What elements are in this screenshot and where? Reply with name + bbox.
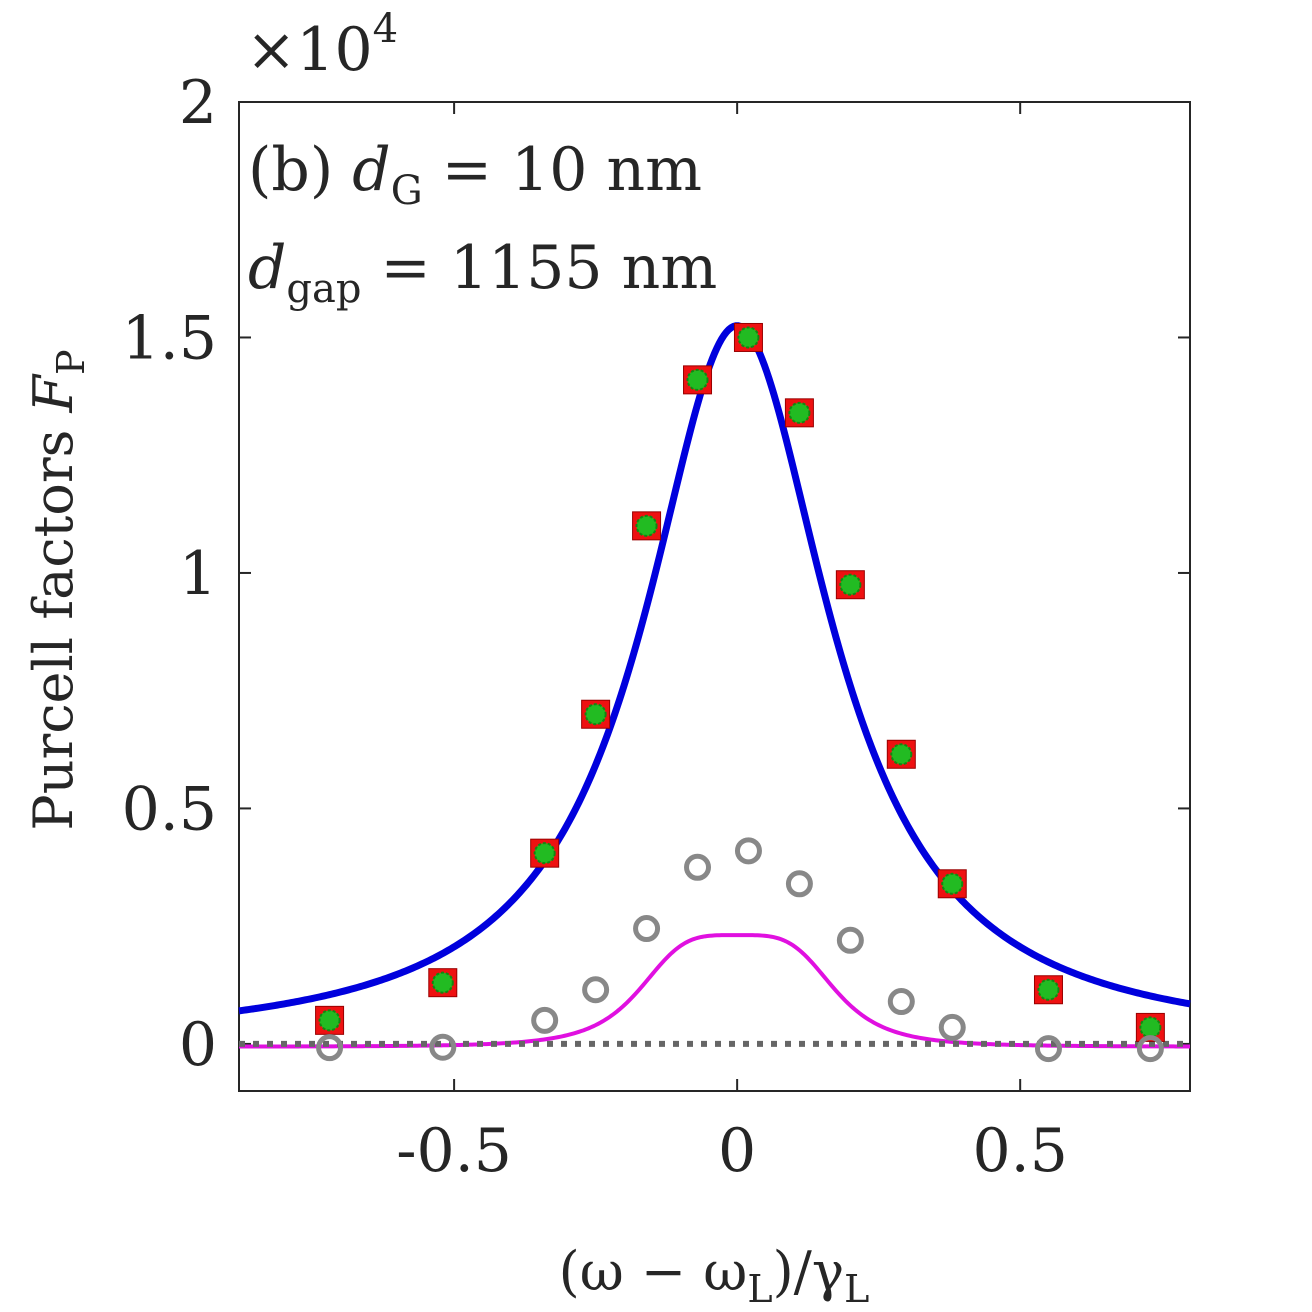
annotation-line-2: dgap = 1155 nm [248,233,717,312]
series-layer [238,322,1191,1049]
annotation-1-sub: G [391,168,423,214]
green-dot-marker [839,573,862,596]
x-tick-label: 0.5 [972,1116,1067,1186]
y-tick-label: 2 [179,68,217,138]
annotation-1-rest: = 10 nm [423,135,702,205]
marker-layer [315,322,1165,1063]
x-title-sub-1: L [747,1267,772,1311]
x-title-sub-2: L [844,1267,869,1311]
x-title-open: (ω − ω [559,1240,748,1303]
axis-ticks [239,101,1190,1091]
green-dot-marker [686,368,709,391]
gray-circle-marker [1136,1035,1164,1063]
x-tick-label: -0.5 [396,1116,512,1186]
annotation-line-1: (b) dG = 10 nm [248,135,702,214]
green-dot-marker [788,401,811,424]
gray-circle-marker [684,853,712,881]
y-tick-label: 1.5 [122,303,217,373]
annotation-2-var: d [248,233,286,303]
green-dot-marker [635,514,658,537]
y-multiplier-exponent: 4 [373,6,398,52]
gray-circle-marker [938,1013,966,1041]
gray-circle-marker [734,837,762,865]
gray-circle-marker [785,870,813,898]
gray-circle-marker [887,988,915,1016]
green-dot-marker [941,872,964,895]
y-title-main: Purcell factors [22,412,85,830]
tick-labels: -0.5 0 0.5 0 0.5 1 1.5 2 [122,68,1068,1186]
gray-circle-marker [531,1006,559,1034]
gray-circle-marker [316,1034,344,1062]
gray-circle-marker [429,1033,457,1061]
green-dot-marker [1139,1016,1162,1039]
annotation-2-rest: = 1155 nm [361,233,717,303]
gray-circle-marker [836,926,864,954]
x-title-mid: )/γ [773,1240,845,1303]
green-dot-marker [318,1009,341,1032]
gray-circle-marker [633,915,661,943]
annotation-1-prefix: (b) [248,135,352,205]
y-title-sub: P [49,349,93,375]
annotation-1-var: d [352,135,390,205]
green-dot-marker [737,326,760,349]
green-dot-marker [1037,978,1060,1001]
y-axis-title: Purcell factors FP [22,349,93,830]
gray-circle-marker [582,976,610,1004]
green-dot-marker [890,743,913,766]
y-title-var: F [22,372,85,413]
y-multiplier-label: ×104 [246,6,398,85]
annotation-2-sub: gap [286,266,361,312]
gray-circle-marker [1034,1035,1062,1063]
blue-purcell-curve [238,322,1191,1015]
green-dot-marker [584,703,607,726]
green-dot-marker [533,842,556,865]
y-tick-label: 0 [179,1010,217,1080]
green-dot-marker [431,971,454,994]
x-tick-label: 0 [718,1116,756,1186]
y-tick-label: 1 [179,539,217,609]
plot-area-frame [238,101,1191,1092]
x-axis-title: (ω − ωL)/γL [559,1240,870,1311]
y-tick-label: 0.5 [122,774,217,844]
y-multiplier-base: ×10 [246,15,373,85]
